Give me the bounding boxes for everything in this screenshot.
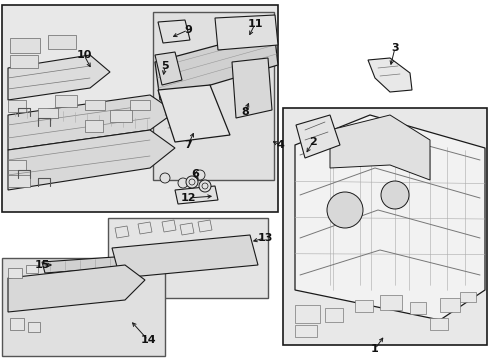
Polygon shape — [354, 300, 372, 312]
Text: 1: 1 — [370, 344, 378, 354]
Polygon shape — [158, 85, 229, 142]
Text: 15: 15 — [34, 260, 50, 270]
Polygon shape — [10, 38, 40, 53]
Polygon shape — [8, 268, 22, 278]
Polygon shape — [55, 95, 77, 107]
Circle shape — [195, 170, 204, 180]
Polygon shape — [10, 318, 24, 330]
Text: 9: 9 — [183, 25, 192, 35]
Polygon shape — [155, 52, 182, 85]
Polygon shape — [180, 223, 194, 235]
Polygon shape — [48, 35, 76, 49]
Text: 11: 11 — [247, 19, 262, 29]
Polygon shape — [294, 115, 484, 320]
Polygon shape — [8, 265, 145, 312]
Circle shape — [178, 178, 187, 188]
Polygon shape — [85, 120, 103, 132]
Polygon shape — [115, 226, 129, 238]
Polygon shape — [329, 115, 429, 180]
Text: 8: 8 — [241, 107, 248, 117]
Polygon shape — [130, 100, 150, 110]
Circle shape — [160, 173, 170, 183]
Text: 10: 10 — [76, 50, 92, 60]
Polygon shape — [112, 235, 258, 278]
Polygon shape — [175, 186, 218, 204]
Polygon shape — [138, 222, 152, 234]
Polygon shape — [459, 292, 475, 302]
Bar — [108, 218, 267, 298]
Polygon shape — [198, 220, 212, 232]
Polygon shape — [294, 325, 316, 337]
Polygon shape — [162, 220, 176, 232]
Bar — [2, 258, 164, 356]
Text: 14: 14 — [140, 335, 156, 345]
Polygon shape — [158, 20, 190, 43]
Text: 6: 6 — [191, 169, 199, 179]
Polygon shape — [409, 302, 425, 314]
Polygon shape — [231, 58, 271, 118]
Polygon shape — [8, 95, 175, 150]
Circle shape — [380, 181, 408, 209]
Text: 5: 5 — [161, 61, 168, 71]
Polygon shape — [85, 100, 105, 110]
Circle shape — [326, 192, 362, 228]
Polygon shape — [8, 130, 175, 190]
Text: 7: 7 — [184, 140, 191, 150]
Polygon shape — [10, 55, 38, 68]
Polygon shape — [429, 318, 447, 330]
Text: 4: 4 — [276, 140, 284, 150]
Polygon shape — [325, 308, 342, 322]
Polygon shape — [38, 108, 58, 118]
Polygon shape — [367, 58, 411, 92]
Polygon shape — [8, 160, 26, 170]
Text: 12: 12 — [180, 193, 195, 203]
Polygon shape — [110, 110, 132, 122]
Bar — [2, 5, 278, 212]
Polygon shape — [295, 115, 339, 158]
Bar — [283, 108, 486, 345]
Polygon shape — [155, 30, 278, 100]
Polygon shape — [379, 295, 401, 310]
Text: 2: 2 — [308, 137, 316, 147]
Polygon shape — [215, 15, 278, 50]
Polygon shape — [8, 100, 26, 112]
Polygon shape — [8, 55, 110, 100]
Polygon shape — [294, 305, 319, 323]
Text: 3: 3 — [390, 43, 398, 53]
Polygon shape — [439, 298, 459, 312]
Polygon shape — [26, 265, 38, 273]
Bar — [153, 12, 273, 180]
Text: 13: 13 — [257, 233, 272, 243]
Polygon shape — [8, 175, 30, 187]
Polygon shape — [42, 248, 247, 273]
Circle shape — [185, 176, 198, 188]
Circle shape — [199, 180, 210, 192]
Polygon shape — [28, 322, 40, 332]
